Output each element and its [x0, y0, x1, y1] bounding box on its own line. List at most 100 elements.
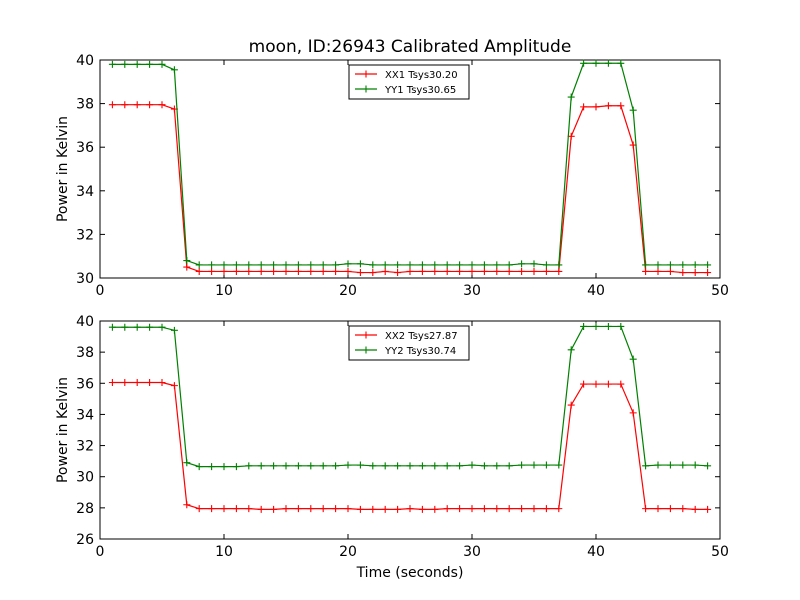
data-point	[369, 261, 377, 269]
data-point	[518, 461, 526, 469]
y-tick-label: 40	[76, 314, 94, 330]
data-point	[208, 505, 216, 513]
data-point	[468, 505, 476, 513]
data-point	[654, 505, 662, 513]
data-point	[332, 267, 340, 275]
data-point	[208, 463, 216, 471]
data-point	[133, 60, 141, 68]
data-point	[456, 267, 464, 275]
data-point	[642, 261, 650, 269]
data-point	[270, 462, 278, 470]
data-point	[567, 401, 575, 409]
data-point	[158, 379, 166, 387]
data-point	[704, 505, 712, 513]
data-point	[183, 501, 191, 509]
data-point	[431, 267, 439, 275]
data-point	[406, 462, 414, 470]
data-point	[245, 505, 253, 513]
data-point	[431, 505, 439, 513]
data-point	[493, 462, 501, 470]
data-point	[356, 260, 364, 268]
data-point	[282, 261, 290, 269]
data-point	[344, 505, 352, 513]
data-point	[629, 409, 637, 417]
data-point	[394, 462, 402, 470]
data-point	[555, 461, 563, 469]
data-point	[133, 101, 141, 109]
data-point	[418, 267, 426, 275]
data-point	[146, 323, 154, 331]
data-point	[170, 326, 178, 334]
data-point	[654, 461, 662, 469]
data-point	[381, 462, 389, 470]
data-point	[604, 102, 612, 110]
data-point	[183, 459, 191, 467]
data-point	[480, 261, 488, 269]
x-tick-label: 50	[711, 544, 729, 560]
data-point	[666, 261, 674, 269]
data-point	[518, 505, 526, 513]
data-point	[307, 462, 315, 470]
data-point	[666, 267, 674, 275]
data-point	[183, 263, 191, 271]
data-point	[530, 260, 538, 268]
legend-label: YY1 Tsys30.65	[384, 85, 456, 96]
data-point	[394, 269, 402, 277]
data-point	[158, 60, 166, 68]
data-point	[381, 505, 389, 513]
data-point	[666, 505, 674, 513]
data-point	[468, 261, 476, 269]
data-point	[232, 267, 240, 275]
y-tick-label: 28	[76, 501, 94, 517]
data-point	[381, 261, 389, 269]
data-point	[555, 267, 563, 275]
data-point	[133, 379, 141, 387]
x-tick-label: 20	[339, 544, 357, 560]
data-point	[332, 505, 340, 513]
data-point	[108, 379, 116, 387]
data-point	[530, 505, 538, 513]
data-point	[592, 59, 600, 67]
data-point	[195, 261, 203, 269]
data-point	[158, 101, 166, 109]
data-point	[418, 505, 426, 513]
data-point	[468, 267, 476, 275]
data-point	[518, 267, 526, 275]
legend-marker	[362, 331, 370, 339]
x-tick-label: 30	[463, 283, 481, 299]
data-point	[344, 461, 352, 469]
legend-label: XX1 Tsys30.20	[385, 70, 458, 81]
data-point	[270, 261, 278, 269]
data-point	[555, 505, 563, 513]
data-point	[530, 461, 538, 469]
data-point	[282, 267, 290, 275]
y-tick-label: 34	[76, 407, 94, 423]
data-point	[406, 505, 414, 513]
y-tick-label: 40	[76, 53, 94, 69]
data-point	[704, 269, 712, 277]
x-tick-label: 20	[339, 283, 357, 299]
data-point	[220, 267, 228, 275]
data-point	[679, 261, 687, 269]
data-point	[220, 463, 228, 471]
legend	[348, 64, 470, 100]
data-point	[232, 463, 240, 471]
data-point	[443, 505, 451, 513]
data-point	[108, 323, 116, 331]
data-point	[542, 505, 550, 513]
data-point	[208, 267, 216, 275]
x-tick-label: 30	[463, 544, 481, 560]
x-tick-label: 50	[711, 283, 729, 299]
data-point	[270, 267, 278, 275]
data-point	[232, 505, 240, 513]
data-point	[406, 261, 414, 269]
data-point	[121, 101, 129, 109]
x-tick-label: 40	[587, 544, 605, 560]
x-axis-label: Time (seconds)	[356, 565, 464, 581]
x-tick-label: 10	[215, 544, 233, 560]
data-point	[294, 267, 302, 275]
data-point	[431, 261, 439, 269]
data-point	[691, 261, 699, 269]
data-point	[369, 505, 377, 513]
